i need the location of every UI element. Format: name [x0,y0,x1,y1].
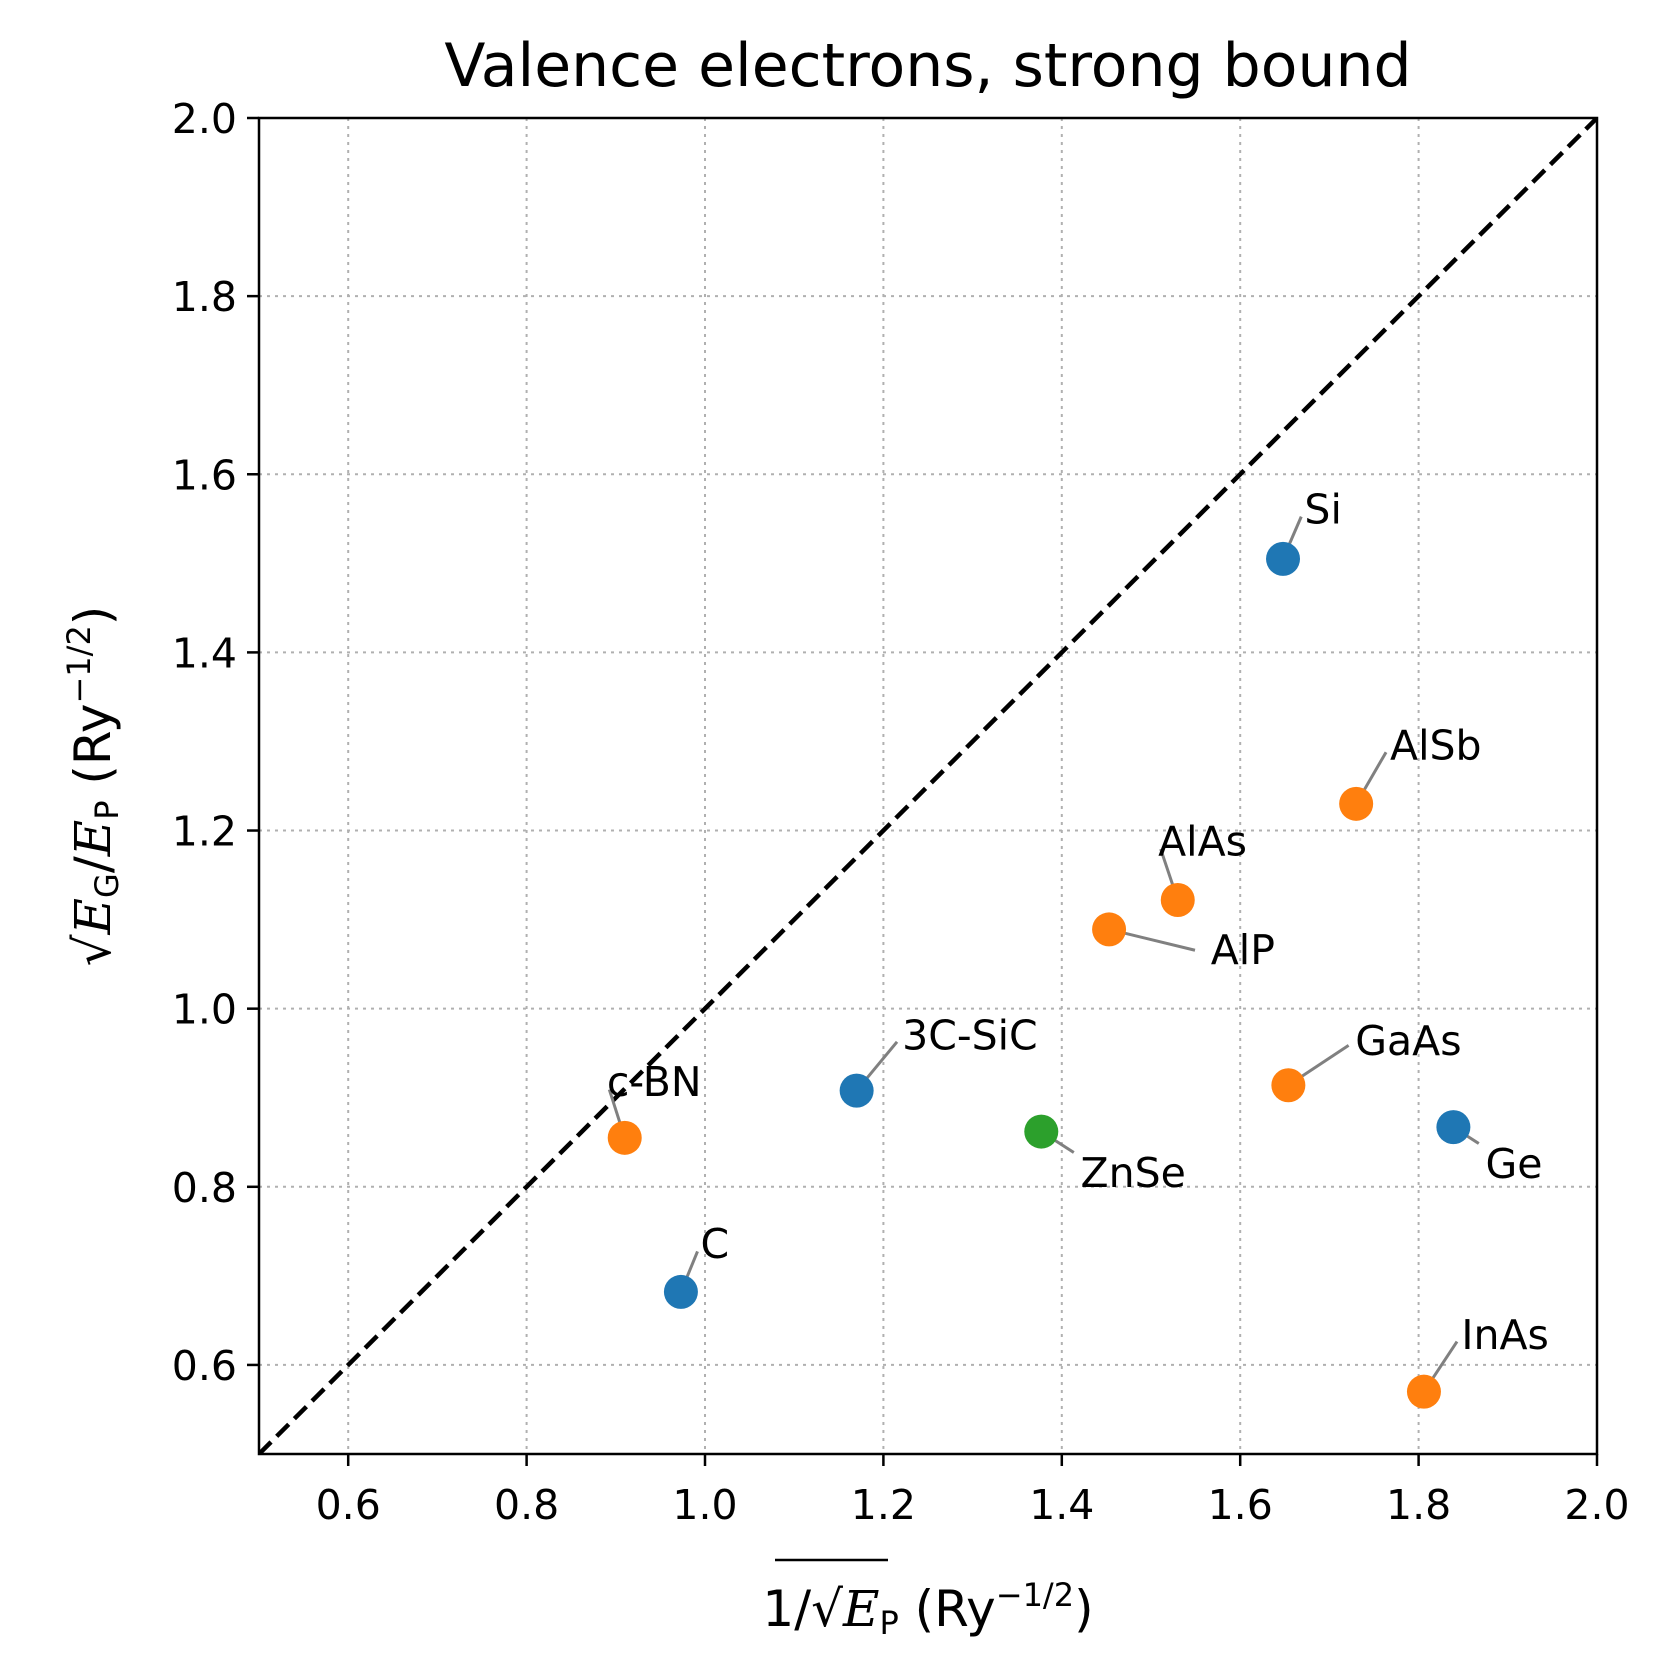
identity-reference-line [259,118,1597,1454]
point-gaas [1271,1068,1306,1103]
y-axis-ticks: 0.6 0.8 1.0 1.2 1.4 1.6 1.8 2.0 [172,95,259,1390]
x-tick-label: 1.2 [851,1481,916,1529]
x-axis-label: 1/√EP (Ry−1/2) [762,1576,1093,1642]
point-label-c-bn: c-BN [607,1058,702,1106]
point-label-alsb: AlSb [1390,721,1482,769]
y-tick-label: 1.8 [172,273,237,321]
y-tick-label: 0.8 [172,1164,237,1212]
point-label-ge: Ge [1486,1140,1543,1188]
leader-line-si [1287,516,1303,547]
leader-line-gaas [1299,1044,1350,1079]
x-tick-label: 1.8 [1386,1481,1451,1529]
y-tick-label: 1.4 [172,629,237,677]
point-label-alp: AlP [1211,926,1275,974]
point-alsb [1339,786,1374,821]
chart-title: Valence electrons, strong bound [444,31,1411,101]
y-tick-label: 0.6 [172,1342,237,1390]
x-tick-label: 0.8 [494,1481,559,1529]
x-tick-label: 2.0 [1564,1481,1629,1529]
plot-frame [257,116,1599,1456]
leader-line-alas [1159,848,1175,888]
x-tick-label: 1.4 [1029,1481,1094,1529]
y-tick-label: 1.2 [172,808,237,856]
data-points [607,541,1471,1409]
point-znse [1024,1114,1059,1149]
point-label-si: Si [1304,485,1341,533]
point-c-bn [607,1120,642,1155]
point-alas [1160,883,1195,918]
label-leader-lines [607,516,1480,1381]
leader-line-3c-sic [864,1040,899,1081]
leader-line-znse [1052,1137,1075,1154]
point-3c-sic [839,1073,874,1108]
point-inas [1406,1374,1441,1409]
point-label-inas: InAs [1461,1311,1549,1359]
y-tick-label: 1.0 [172,986,237,1034]
point-label-znse: ZnSe [1081,1149,1186,1197]
leader-line-c [684,1250,699,1280]
y-axis-label: √EG/EP (Ry−1/2) [60,606,126,967]
x-tick-label: 1.6 [1208,1481,1273,1529]
x-axis-ticks: 0.6 0.8 1.0 1.2 1.4 1.6 1.8 2.0 [316,1454,1630,1529]
point-ge [1436,1110,1471,1145]
y-axis-label-group: √EG/EP (Ry−1/2) [60,606,126,967]
point-alp [1092,912,1127,947]
point-si [1266,541,1301,576]
point-label-gaas: GaAs [1355,1017,1461,1065]
y-tick-label: 2.0 [172,95,237,143]
leader-line-alsb [1361,751,1388,793]
x-tick-label: 1.0 [672,1481,737,1529]
data-point-labels: Si AlSb AlAs AlP 3C-SiC GaAs c-BN ZnSe Ge C InAs [607,485,1549,1359]
leader-line-c-bn [607,1089,622,1125]
y-tick-label: 1.6 [172,451,237,499]
leader-line-inas [1430,1340,1459,1381]
leader-line-alp [1122,931,1196,952]
point-c [663,1274,698,1309]
point-label-c: C [701,1220,730,1268]
point-label-alas: AlAs [1158,817,1247,865]
x-tick-label: 0.6 [316,1481,381,1529]
point-label-3c-sic: 3C-SiC [902,1012,1038,1060]
